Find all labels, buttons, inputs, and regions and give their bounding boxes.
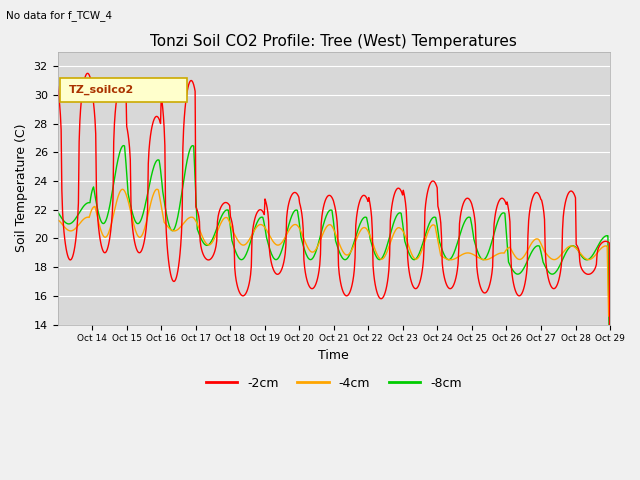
-4cm [606,313,614,319]
-8cm [422,229,430,235]
-2cm [84,71,92,76]
Legend: -2cm, -4cm, -8cm: -2cm, -4cm, -8cm [201,372,467,395]
-8cm [118,144,126,149]
-8cm [606,349,614,355]
-4cm [392,228,399,233]
FancyBboxPatch shape [60,78,188,102]
Text: TZ_soilco2: TZ_soilco2 [68,85,134,95]
-8cm [248,234,256,240]
-4cm [269,239,276,244]
-2cm [422,196,430,202]
Title: Tonzi Soil CO2 Profile: Tree (West) Temperatures: Tonzi Soil CO2 Profile: Tree (West) Temp… [150,34,517,49]
Line: -2cm: -2cm [58,73,610,480]
-2cm [221,200,228,205]
-2cm [269,265,276,271]
Y-axis label: Soil Temperature (C): Soil Temperature (C) [15,124,28,252]
Text: No data for f_TCW_4: No data for f_TCW_4 [6,10,113,21]
-2cm [248,234,256,240]
Line: -4cm: -4cm [58,189,610,316]
-4cm [54,217,61,223]
-4cm [221,215,228,221]
-2cm [119,78,127,84]
-2cm [392,189,399,194]
-8cm [221,208,228,214]
-4cm [248,232,256,238]
X-axis label: Time: Time [319,349,349,362]
-4cm [118,186,126,192]
Line: -8cm: -8cm [58,145,610,352]
-8cm [54,210,61,216]
-2cm [54,84,61,89]
-4cm [422,234,430,240]
-8cm [269,254,276,260]
-8cm [392,216,399,221]
-4cm [153,186,161,192]
-8cm [120,143,127,148]
